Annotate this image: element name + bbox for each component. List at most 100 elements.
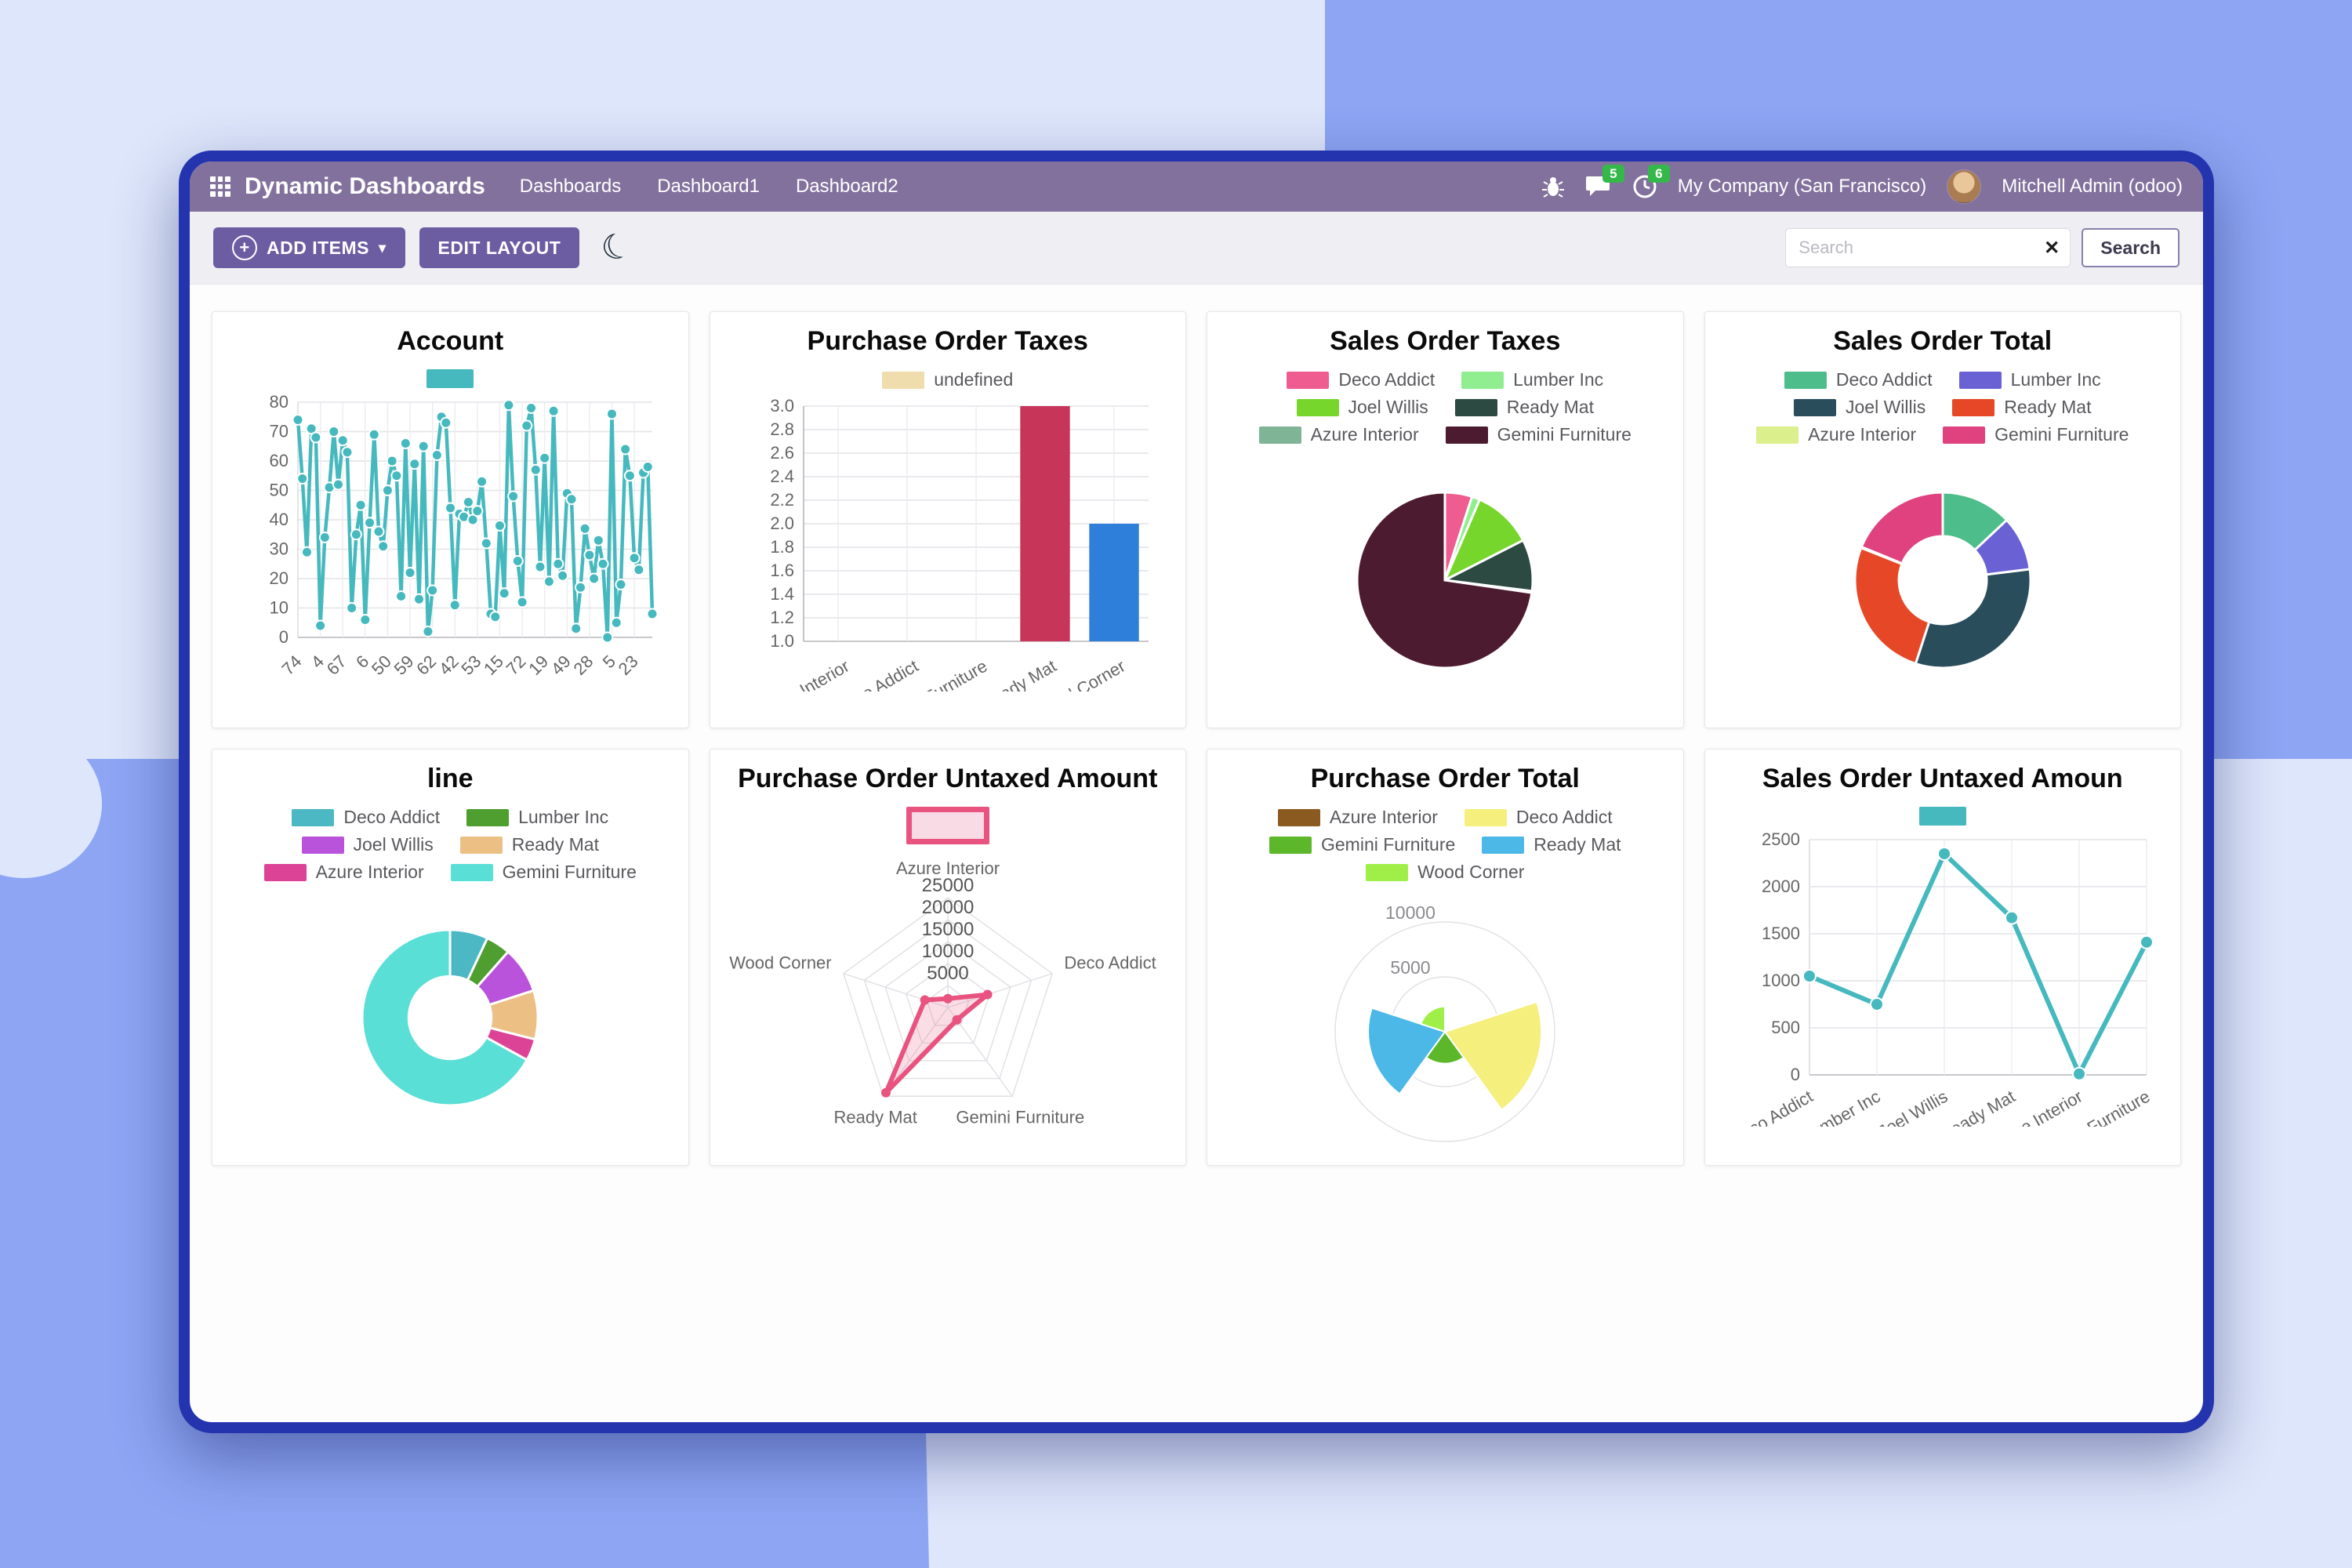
svg-text:40: 40 [270,510,289,529]
user-avatar[interactable] [1947,169,1982,204]
legend-item[interactable]: Ready Mat [1454,397,1594,418]
messages-icon[interactable]: 5 [1585,165,1624,199]
legend-item[interactable] [1918,807,1966,826]
legend-item[interactable]: Ready Mat [459,834,599,855]
company-switcher[interactable]: My Company (San Francisco) [1677,176,1927,197]
navbar: Dynamic Dashboards Dashboards Dashboard1… [190,162,2203,212]
legend-item[interactable]: undefined [882,369,1013,390]
legend-swatch [906,807,989,844]
debug-bug-icon[interactable] [1541,175,1565,198]
legend-item[interactable]: Deco Addict [1784,369,1933,390]
nav-item-dashboard1[interactable]: Dashboard1 [657,176,760,197]
svg-text:Deco Addict: Deco Addict [1726,1087,1816,1127]
legend-swatch [1287,371,1330,389]
svg-text:Ready Mat: Ready Mat [1936,1087,2019,1127]
svg-text:Azure Interior: Azure Interior [896,858,1000,878]
legend-item[interactable]: Azure Interior [1277,807,1438,828]
legend-item[interactable]: Lumber Inc [466,807,608,828]
legend-swatch [426,369,474,388]
legend-item[interactable] [426,369,474,388]
legend-label: Ready Mat [511,834,599,855]
toolbar-right: ✕ Search [1785,228,2180,267]
svg-text:2.6: 2.6 [770,443,794,463]
svg-text:2.8: 2.8 [770,419,794,439]
svg-text:Lumber Inc: Lumber Inc [1798,1087,1883,1127]
card-purchase-order-total: Purchase Order Total Azure Interior Deco … [1207,749,1684,1166]
legend-label: Ready Mat [2004,397,2092,417]
legend-label: Deco Addict [1835,369,1933,390]
legend-item[interactable] [906,807,989,844]
svg-text:23: 23 [615,652,642,679]
dark-mode-moon-icon[interactable]: ☾ [596,224,638,270]
navbar-right: 5 6 My Company (San Francisco) Mitchell … [1541,165,2183,204]
chart-legend: Deco Addict Lumber Inc Joel Willis Ready Ma… [1258,366,1632,448]
add-items-button[interactable]: + ADD ITEMS ▾ [213,227,405,268]
chart-canvas [1225,448,1664,728]
card-purchase-order-taxes: Purchase Order Taxes undefined 1.0 1.2 1.4… [709,311,1186,728]
legend-label: Joel Willis [1846,397,1926,417]
apps-grid-icon[interactable] [210,176,230,197]
legend-swatch [1277,808,1320,826]
card-line: line Deco Addict Lumber Inc Joel Willis Rea… [212,749,689,1166]
svg-text:10: 10 [270,598,289,618]
svg-text:2500: 2500 [1762,829,1800,849]
search-button[interactable]: Search [2082,228,2180,267]
activity-clock-icon[interactable]: 6 [1632,165,1670,199]
svg-text:1.2: 1.2 [770,608,794,627]
legend-item[interactable]: Joel Willis [1296,397,1428,418]
svg-text:10000: 10000 [921,941,974,962]
chart-canvas: 5000 10000 15000 20000 25000 Azure Interior De… [728,848,1167,1165]
legend-item[interactable]: Wood Corner [1366,862,1524,883]
edit-layout-button[interactable]: EDIT LAYOUT [419,227,580,268]
legend-item[interactable]: Deco Addict [292,807,440,828]
svg-text:2.0: 2.0 [770,514,794,533]
chart-legend: undefined [882,366,1013,394]
edit-layout-label: EDIT LAYOUT [437,237,561,258]
chart-legend: Deco Addict Lumber Inc Joel Willis Ready Ma… [263,804,637,886]
legend-item[interactable]: Deco Addict [1464,807,1613,828]
svg-text:4: 4 [307,652,328,672]
svg-text:10000: 10000 [1385,902,1436,923]
nav-item-dashboards[interactable]: Dashboards [519,176,622,197]
user-menu[interactable]: Mitchell Admin (odoo) [2002,176,2183,197]
legend-item[interactable]: Azure Interior [263,862,424,883]
legend-item[interactable]: Gemini Furniture [450,862,637,883]
legend-item[interactable]: Azure Interior [1756,424,1916,445]
svg-text:Ready Mat: Ready Mat [978,656,1060,691]
chart-legend [426,366,474,391]
chart-legend [1918,804,1966,829]
legend-item[interactable]: Ready Mat [1482,834,1621,855]
chart-legend [906,804,989,848]
search-input[interactable] [1785,228,2071,267]
legend-item[interactable]: Azure Interior [1258,424,1419,445]
chart-legend: Deco Addict Lumber Inc Joel Willis Ready Ma… [1756,366,2129,448]
legend-label: Lumber Inc [518,807,609,827]
nav-item-dashboard2[interactable]: Dashboard2 [795,176,898,197]
chart-canvas [1723,448,2162,728]
legend-item[interactable]: Gemini Furniture [1445,424,1632,445]
svg-text:Wood Corner: Wood Corner [729,953,831,973]
clear-search-icon[interactable]: ✕ [2044,237,2060,259]
svg-text:28: 28 [570,652,597,679]
svg-text:5000: 5000 [1391,957,1431,978]
card-sales-order-taxes: Sales Order Taxes Deco Addict Lumber Inc J… [1207,311,1684,728]
legend-swatch [1269,836,1312,854]
legend-item[interactable]: Gemini Furniture [1269,834,1455,855]
legend-swatch [1296,398,1339,416]
legend-item[interactable]: Joel Willis [301,834,434,855]
legend-item[interactable]: Lumber Inc [1958,369,2101,390]
messages-badge: 5 [1602,165,1624,183]
legend-item[interactable]: Lumber Inc [1461,369,1603,390]
svg-text:20: 20 [270,568,289,588]
add-items-label: ADD ITEMS [267,237,369,258]
legend-item[interactable]: Joel Willis [1794,397,1926,418]
legend-item[interactable]: Ready Mat [1952,397,2091,418]
card-purchase-order-untaxed-amount: Purchase Order Untaxed Amount 5000 10000 1… [709,749,1186,1166]
legend-swatch [1366,863,1409,881]
legend-label: Deco Addict [1338,369,1436,390]
svg-text:1000: 1000 [1762,971,1800,990]
svg-text:2.2: 2.2 [770,490,794,510]
card-title: Purchase Order Untaxed Amount [738,764,1158,793]
legend-item[interactable]: Deco Addict [1287,369,1435,390]
legend-item[interactable]: Gemini Furniture [1943,424,2129,445]
